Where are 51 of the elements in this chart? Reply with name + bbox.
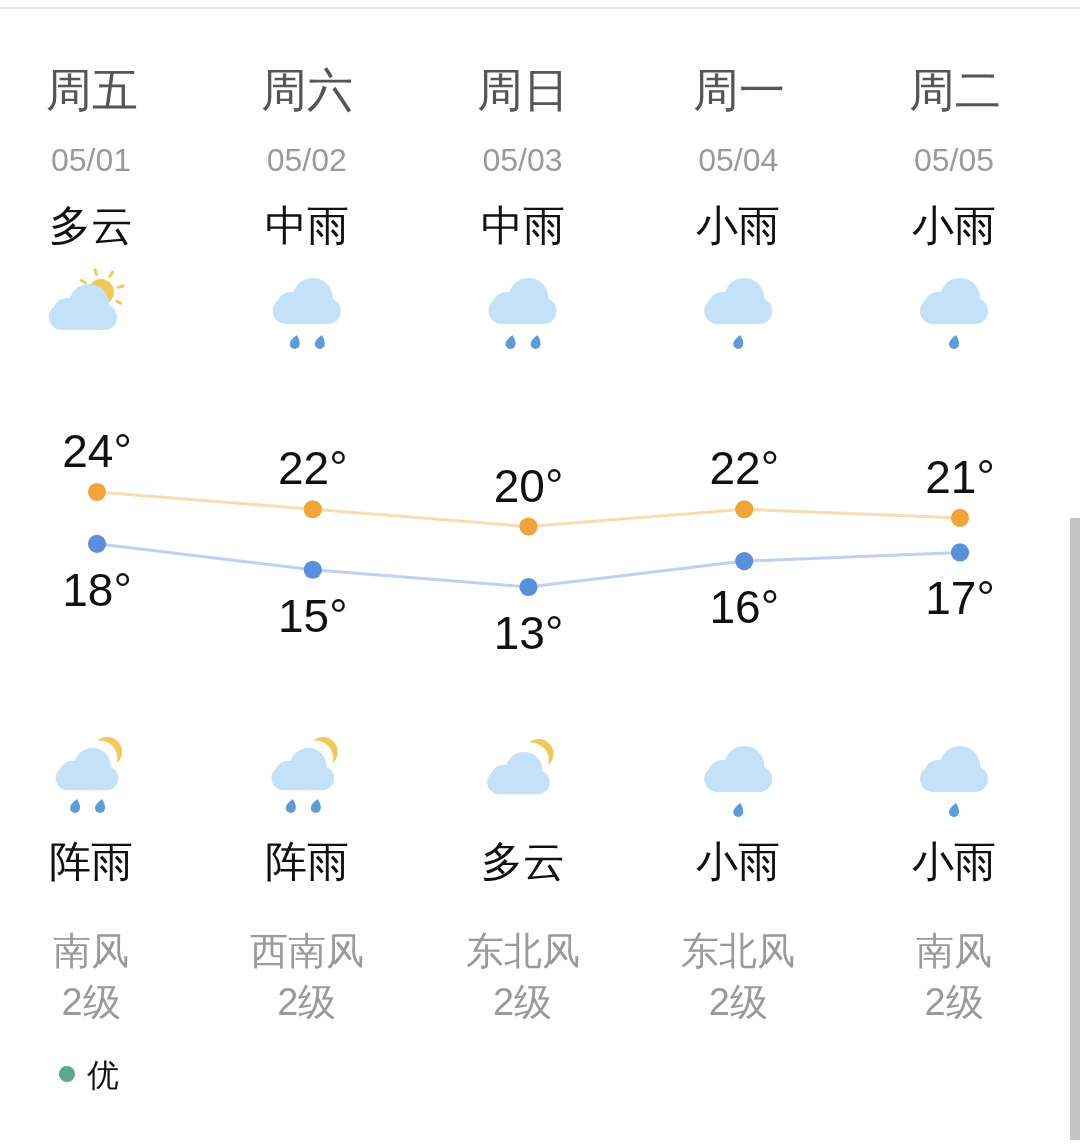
text: 小雨 — [696, 838, 781, 885]
data-label: 15° — [277, 589, 348, 642]
text: 西南风 — [249, 930, 364, 972]
point — [735, 552, 754, 571]
text: 中雨 — [264, 202, 349, 249]
text: 多云 — [480, 838, 565, 885]
text: 05/05 — [913, 142, 995, 178]
point — [303, 560, 322, 579]
text: 05/03 — [482, 142, 563, 178]
text: 2级 — [708, 981, 768, 1023]
text: 小雨 — [912, 202, 996, 249]
text: 05/02 — [266, 142, 347, 178]
text: 中雨 — [480, 202, 565, 249]
text: 东北风 — [465, 930, 580, 972]
point — [87, 482, 107, 502]
point — [735, 500, 754, 519]
text: 05/04 — [698, 142, 779, 178]
text: 2级 — [492, 981, 553, 1023]
data-label: 13° — [493, 607, 564, 659]
data-label: 18° — [62, 563, 132, 616]
data-label: 22° — [709, 442, 780, 495]
point — [519, 517, 538, 536]
point — [950, 543, 970, 562]
text: 2级 — [61, 981, 121, 1023]
text: 东北风 — [681, 930, 796, 972]
x-tick-label: 周五 — [45, 64, 138, 116]
data-label: 24° — [62, 425, 132, 477]
text: 2级 — [277, 981, 337, 1023]
data-label: 20° — [493, 459, 564, 512]
point — [950, 508, 970, 527]
point — [87, 534, 107, 553]
text: 优 — [87, 1057, 119, 1093]
text: 05/01 — [50, 142, 132, 178]
point — [519, 577, 538, 597]
data-label: 16° — [709, 581, 780, 634]
x-tick-label: 周六 — [261, 64, 354, 116]
text: 多云 — [49, 202, 133, 249]
x-tick-label: 周一 — [692, 64, 785, 116]
text: 小雨 — [696, 202, 781, 249]
text: 小雨 — [912, 838, 996, 885]
text: 2级 — [924, 981, 984, 1023]
data-label: 21° — [925, 450, 995, 503]
x-tick-label: 周日 — [477, 64, 569, 116]
data-label: 17° — [925, 572, 995, 625]
data-label: 22° — [277, 442, 348, 495]
point — [303, 500, 322, 519]
text: 南风 — [916, 930, 992, 972]
text: 阵雨 — [264, 838, 349, 885]
text: 南风 — [53, 930, 129, 972]
text: 阵雨 — [49, 838, 133, 885]
x-tick-label: 周二 — [908, 64, 1001, 116]
